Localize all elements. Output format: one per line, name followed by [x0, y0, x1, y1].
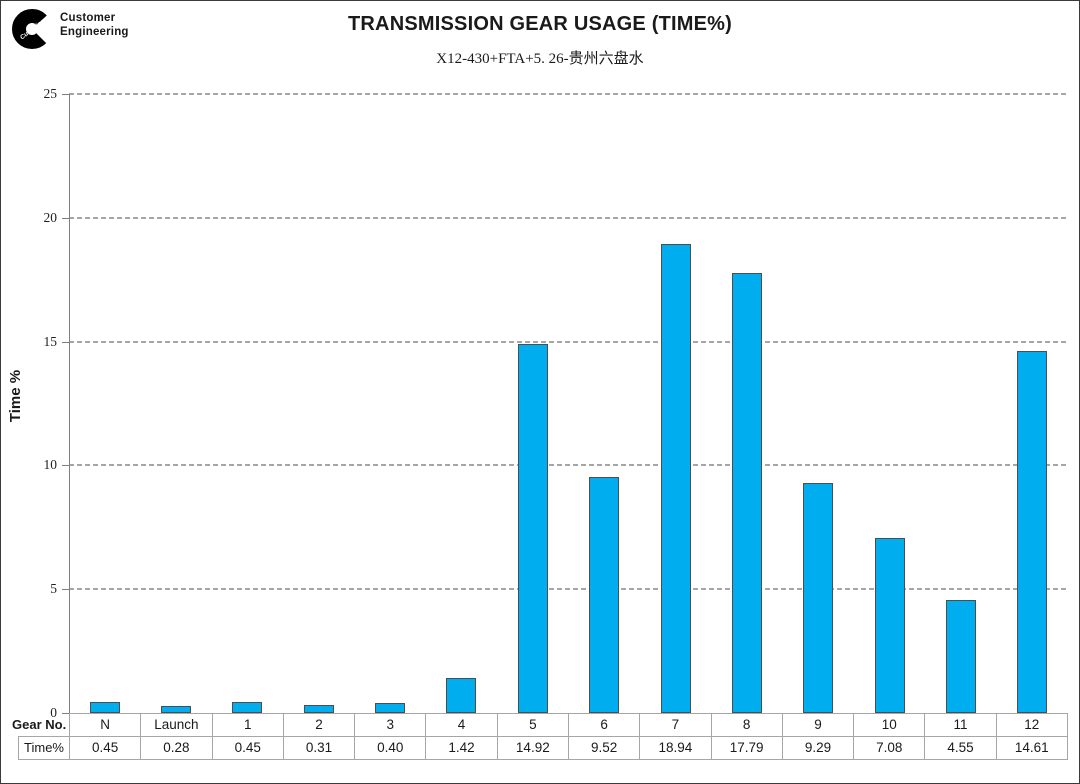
logo-text: Customer Engineering — [60, 12, 129, 39]
bar — [661, 244, 691, 713]
cummins-c-icon: Cummins — [12, 9, 52, 49]
gear-cell: 12 — [996, 714, 1068, 737]
bar — [518, 344, 548, 713]
value-cell: 14.92 — [497, 737, 569, 760]
gear-cell: 3 — [355, 714, 427, 737]
gear-cell: 6 — [568, 714, 641, 737]
bar — [875, 538, 905, 713]
bar — [375, 703, 405, 713]
y-axis-line — [69, 94, 70, 713]
value-cell: 17.79 — [711, 737, 783, 760]
value-cell: 9.52 — [568, 737, 641, 760]
y-axis-tick — [62, 465, 69, 467]
gridline — [69, 588, 1068, 591]
gear-cell: 1 — [212, 714, 284, 737]
chart-subtitle: X12-430+FTA+5. 26-贵州六盘水 — [436, 51, 644, 67]
value-cell: 4.55 — [925, 737, 997, 760]
value-cell: 0.31 — [283, 737, 356, 760]
value-cell: 0.45 — [70, 737, 142, 760]
data-table: N Launch 1 2 3 4 5 6 7 8 9 10 11 12 0.45 0.28 0.45 0.31 0.… — [69, 713, 1068, 760]
table-row-label-gear-no: Gear No. — [12, 717, 67, 732]
y-axis-title: Time % — [7, 369, 24, 423]
value-cell: 0.28 — [141, 737, 213, 760]
y-axis-tick — [62, 94, 69, 95]
gear-cell: Launch — [141, 714, 213, 737]
logo-text-line1: Customer — [60, 12, 116, 24]
value-cell: 14.61 — [996, 737, 1068, 760]
bar — [161, 706, 191, 713]
bar — [732, 273, 762, 713]
y-axis-tick — [62, 341, 69, 343]
bar — [446, 678, 476, 713]
gear-cell: 8 — [711, 714, 783, 737]
y-tick-label: 20 — [43, 209, 58, 225]
cummins-logo: Cummins Customer Engineering — [11, 8, 129, 50]
chart-title: TRANSMISSION GEAR USAGE (TIME%) — [348, 13, 732, 35]
gridline — [69, 216, 1068, 219]
value-cell: 0.45 — [212, 737, 284, 760]
gear-cell: 9 — [782, 714, 855, 737]
value-cell: 0.40 — [355, 737, 427, 760]
logo-text-line2: Engineering — [60, 25, 129, 38]
gridline — [69, 340, 1068, 343]
gear-cell: 7 — [640, 714, 712, 737]
y-tick-label: 15 — [43, 333, 58, 349]
value-cell: 1.42 — [426, 737, 498, 760]
bar — [1017, 351, 1047, 713]
gear-cell: 5 — [497, 714, 569, 737]
value-cell: 18.94 — [640, 737, 712, 760]
gear-cell: 10 — [854, 714, 926, 737]
value-cell: 9.29 — [782, 737, 855, 760]
y-axis-tick — [62, 713, 69, 714]
gear-cell: 2 — [283, 714, 356, 737]
gear-cell: 4 — [426, 714, 498, 737]
y-tick-label: 25 — [43, 86, 58, 101]
y-tick-label: 10 — [43, 457, 58, 473]
bar — [803, 483, 833, 713]
bar — [232, 702, 262, 713]
gear-cell: 11 — [925, 714, 997, 737]
y-tick-label: 0 — [50, 705, 57, 720]
bar — [304, 705, 334, 713]
y-axis-tick — [62, 217, 69, 219]
gear-cell: N — [70, 714, 142, 737]
y-tick-label: 5 — [50, 581, 57, 597]
bar — [946, 600, 976, 713]
gridline — [69, 93, 1068, 95]
y-axis-tick — [62, 589, 69, 591]
gridline — [69, 464, 1068, 467]
value-cell: 7.08 — [854, 737, 926, 760]
bar — [90, 702, 120, 713]
bar — [589, 477, 619, 713]
table-row-label-time-percent: Time% — [18, 736, 70, 760]
